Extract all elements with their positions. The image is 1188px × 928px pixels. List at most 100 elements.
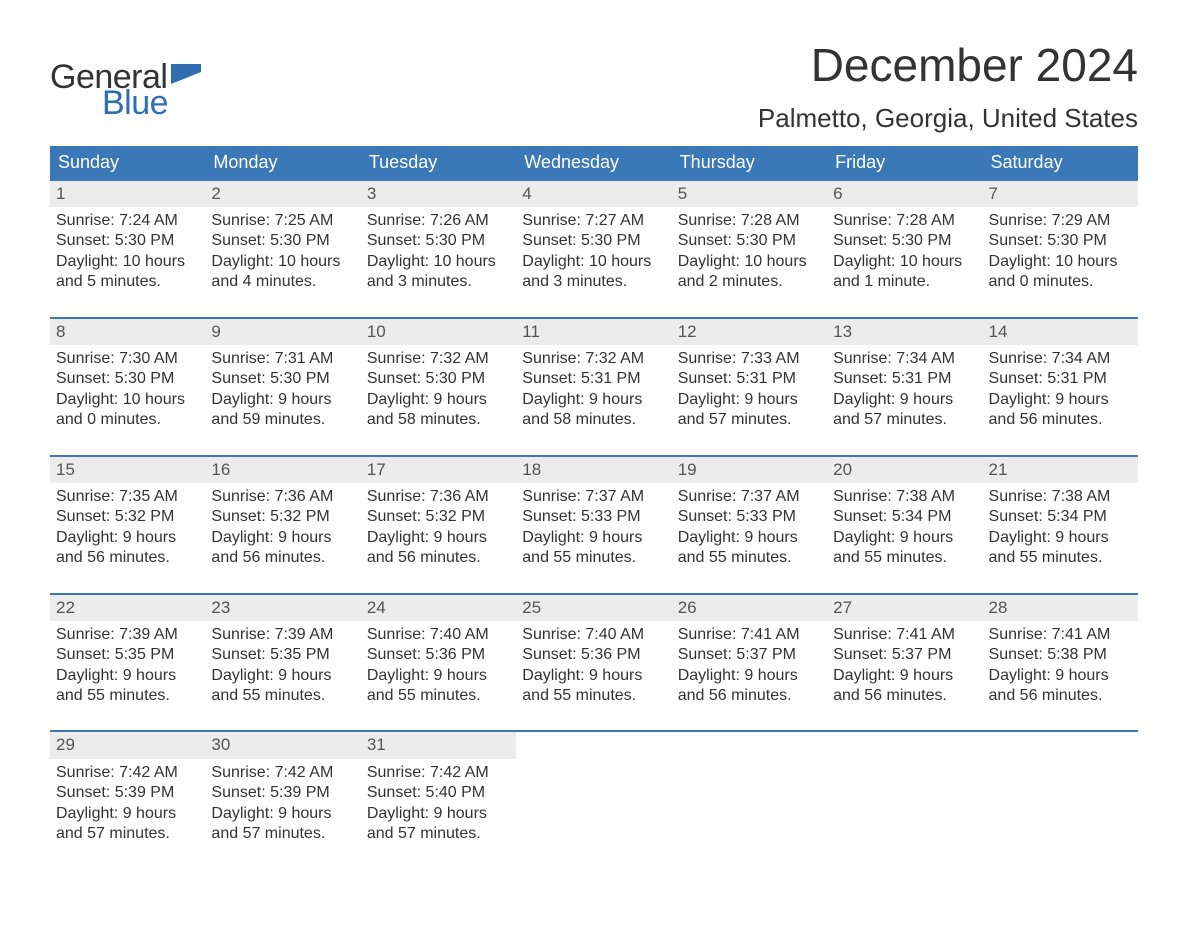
month-title: December 2024 [758, 40, 1138, 91]
sunrise-line: Sunrise: 7:28 AM [833, 211, 976, 231]
daylight-line: Daylight: 10 hours and 0 minutes. [989, 252, 1132, 293]
day-number: 17 [361, 457, 516, 483]
day-details: Sunrise: 7:28 AMSunset: 5:30 PMDaylight:… [827, 207, 982, 293]
day-number: 22 [50, 595, 205, 621]
calendar-cell: 19Sunrise: 7:37 AMSunset: 5:33 PMDayligh… [672, 456, 827, 594]
calendar-cell: 18Sunrise: 7:37 AMSunset: 5:33 PMDayligh… [516, 456, 671, 594]
daylight-line: Daylight: 9 hours and 55 minutes. [56, 666, 199, 707]
sunset-line: Sunset: 5:30 PM [522, 231, 665, 251]
calendar-cell: 24Sunrise: 7:40 AMSunset: 5:36 PMDayligh… [361, 594, 516, 732]
day-details: Sunrise: 7:39 AMSunset: 5:35 PMDaylight:… [205, 621, 360, 707]
sunrise-line: Sunrise: 7:42 AM [56, 763, 199, 783]
day-details: Sunrise: 7:27 AMSunset: 5:30 PMDaylight:… [516, 207, 671, 293]
sunrise-line: Sunrise: 7:28 AM [678, 211, 821, 231]
sunrise-line: Sunrise: 7:26 AM [367, 211, 510, 231]
sunset-line: Sunset: 5:30 PM [989, 231, 1132, 251]
day-number: 27 [827, 595, 982, 621]
calendar-cell-empty [516, 731, 671, 868]
sunrise-line: Sunrise: 7:32 AM [522, 349, 665, 369]
day-number: 8 [50, 319, 205, 345]
daylight-line: Daylight: 10 hours and 2 minutes. [678, 252, 821, 293]
sunset-line: Sunset: 5:30 PM [56, 369, 199, 389]
sunset-line: Sunset: 5:38 PM [989, 645, 1132, 665]
logo-word2: Blue [102, 86, 201, 120]
day-details: Sunrise: 7:29 AMSunset: 5:30 PMDaylight:… [983, 207, 1138, 293]
calendar-cell: 28Sunrise: 7:41 AMSunset: 5:38 PMDayligh… [983, 594, 1138, 732]
daylight-line: Daylight: 10 hours and 1 minute. [833, 252, 976, 293]
calendar-week-row: 1Sunrise: 7:24 AMSunset: 5:30 PMDaylight… [50, 180, 1138, 318]
daylight-line: Daylight: 9 hours and 56 minutes. [989, 390, 1132, 431]
day-number: 31 [361, 732, 516, 758]
daylight-line: Daylight: 9 hours and 57 minutes. [367, 804, 510, 845]
sunset-line: Sunset: 5:35 PM [56, 645, 199, 665]
day-details: Sunrise: 7:37 AMSunset: 5:33 PMDaylight:… [672, 483, 827, 569]
calendar-week-row: 15Sunrise: 7:35 AMSunset: 5:32 PMDayligh… [50, 456, 1138, 594]
daylight-line: Daylight: 9 hours and 55 minutes. [367, 666, 510, 707]
day-number: 15 [50, 457, 205, 483]
sunrise-line: Sunrise: 7:29 AM [989, 211, 1132, 231]
logo-flag-icon [171, 64, 201, 88]
day-details: Sunrise: 7:38 AMSunset: 5:34 PMDaylight:… [827, 483, 982, 569]
day-details: Sunrise: 7:42 AMSunset: 5:40 PMDaylight:… [361, 759, 516, 845]
day-number: 4 [516, 181, 671, 207]
calendar-cell: 14Sunrise: 7:34 AMSunset: 5:31 PMDayligh… [983, 318, 1138, 456]
day-number: 19 [672, 457, 827, 483]
day-number: 3 [361, 181, 516, 207]
sunset-line: Sunset: 5:30 PM [367, 369, 510, 389]
sunset-line: Sunset: 5:30 PM [367, 231, 510, 251]
sunrise-line: Sunrise: 7:42 AM [367, 763, 510, 783]
calendar-cell: 7Sunrise: 7:29 AMSunset: 5:30 PMDaylight… [983, 180, 1138, 318]
sunrise-line: Sunrise: 7:39 AM [56, 625, 199, 645]
sunset-line: Sunset: 5:30 PM [211, 231, 354, 251]
daylight-line: Daylight: 10 hours and 3 minutes. [522, 252, 665, 293]
sunrise-line: Sunrise: 7:24 AM [56, 211, 199, 231]
sunset-line: Sunset: 5:34 PM [833, 507, 976, 527]
sunset-line: Sunset: 5:34 PM [989, 507, 1132, 527]
calendar-cell: 20Sunrise: 7:38 AMSunset: 5:34 PMDayligh… [827, 456, 982, 594]
day-number: 18 [516, 457, 671, 483]
sunrise-line: Sunrise: 7:41 AM [833, 625, 976, 645]
day-number: 13 [827, 319, 982, 345]
calendar-cell: 23Sunrise: 7:39 AMSunset: 5:35 PMDayligh… [205, 594, 360, 732]
day-number: 23 [205, 595, 360, 621]
daylight-line: Daylight: 9 hours and 56 minutes. [211, 528, 354, 569]
sunrise-line: Sunrise: 7:27 AM [522, 211, 665, 231]
sunrise-line: Sunrise: 7:37 AM [522, 487, 665, 507]
daylight-line: Daylight: 9 hours and 57 minutes. [56, 804, 199, 845]
day-number: 11 [516, 319, 671, 345]
calendar-cell: 12Sunrise: 7:33 AMSunset: 5:31 PMDayligh… [672, 318, 827, 456]
calendar-cell-empty [827, 731, 982, 868]
calendar-cell: 30Sunrise: 7:42 AMSunset: 5:39 PMDayligh… [205, 731, 360, 868]
day-details: Sunrise: 7:38 AMSunset: 5:34 PMDaylight:… [983, 483, 1138, 569]
day-number: 14 [983, 319, 1138, 345]
day-number: 1 [50, 181, 205, 207]
day-details: Sunrise: 7:36 AMSunset: 5:32 PMDaylight:… [205, 483, 360, 569]
day-number: 24 [361, 595, 516, 621]
sunset-line: Sunset: 5:35 PM [211, 645, 354, 665]
daylight-line: Daylight: 10 hours and 5 minutes. [56, 252, 199, 293]
calendar-week-row: 8Sunrise: 7:30 AMSunset: 5:30 PMDaylight… [50, 318, 1138, 456]
daylight-line: Daylight: 9 hours and 56 minutes. [833, 666, 976, 707]
calendar-cell: 17Sunrise: 7:36 AMSunset: 5:32 PMDayligh… [361, 456, 516, 594]
weekday-header-row: Sunday Monday Tuesday Wednesday Thursday… [50, 146, 1138, 180]
weekday-header: Monday [205, 146, 360, 180]
day-details: Sunrise: 7:32 AMSunset: 5:30 PMDaylight:… [361, 345, 516, 431]
calendar-cell: 6Sunrise: 7:28 AMSunset: 5:30 PMDaylight… [827, 180, 982, 318]
calendar-page: General Blue December 2024 Palmetto, Geo… [0, 0, 1188, 928]
sunset-line: Sunset: 5:30 PM [833, 231, 976, 251]
day-number: 30 [205, 732, 360, 758]
sunset-line: Sunset: 5:30 PM [678, 231, 821, 251]
day-number: 28 [983, 595, 1138, 621]
sunset-line: Sunset: 5:30 PM [56, 231, 199, 251]
calendar-cell: 10Sunrise: 7:32 AMSunset: 5:30 PMDayligh… [361, 318, 516, 456]
calendar-cell: 31Sunrise: 7:42 AMSunset: 5:40 PMDayligh… [361, 731, 516, 868]
day-details: Sunrise: 7:34 AMSunset: 5:31 PMDaylight:… [983, 345, 1138, 431]
sunset-line: Sunset: 5:31 PM [522, 369, 665, 389]
day-details: Sunrise: 7:41 AMSunset: 5:37 PMDaylight:… [827, 621, 982, 707]
sunrise-line: Sunrise: 7:38 AM [989, 487, 1132, 507]
day-details: Sunrise: 7:24 AMSunset: 5:30 PMDaylight:… [50, 207, 205, 293]
calendar-cell: 21Sunrise: 7:38 AMSunset: 5:34 PMDayligh… [983, 456, 1138, 594]
sunset-line: Sunset: 5:33 PM [678, 507, 821, 527]
daylight-line: Daylight: 9 hours and 55 minutes. [989, 528, 1132, 569]
day-details: Sunrise: 7:34 AMSunset: 5:31 PMDaylight:… [827, 345, 982, 431]
